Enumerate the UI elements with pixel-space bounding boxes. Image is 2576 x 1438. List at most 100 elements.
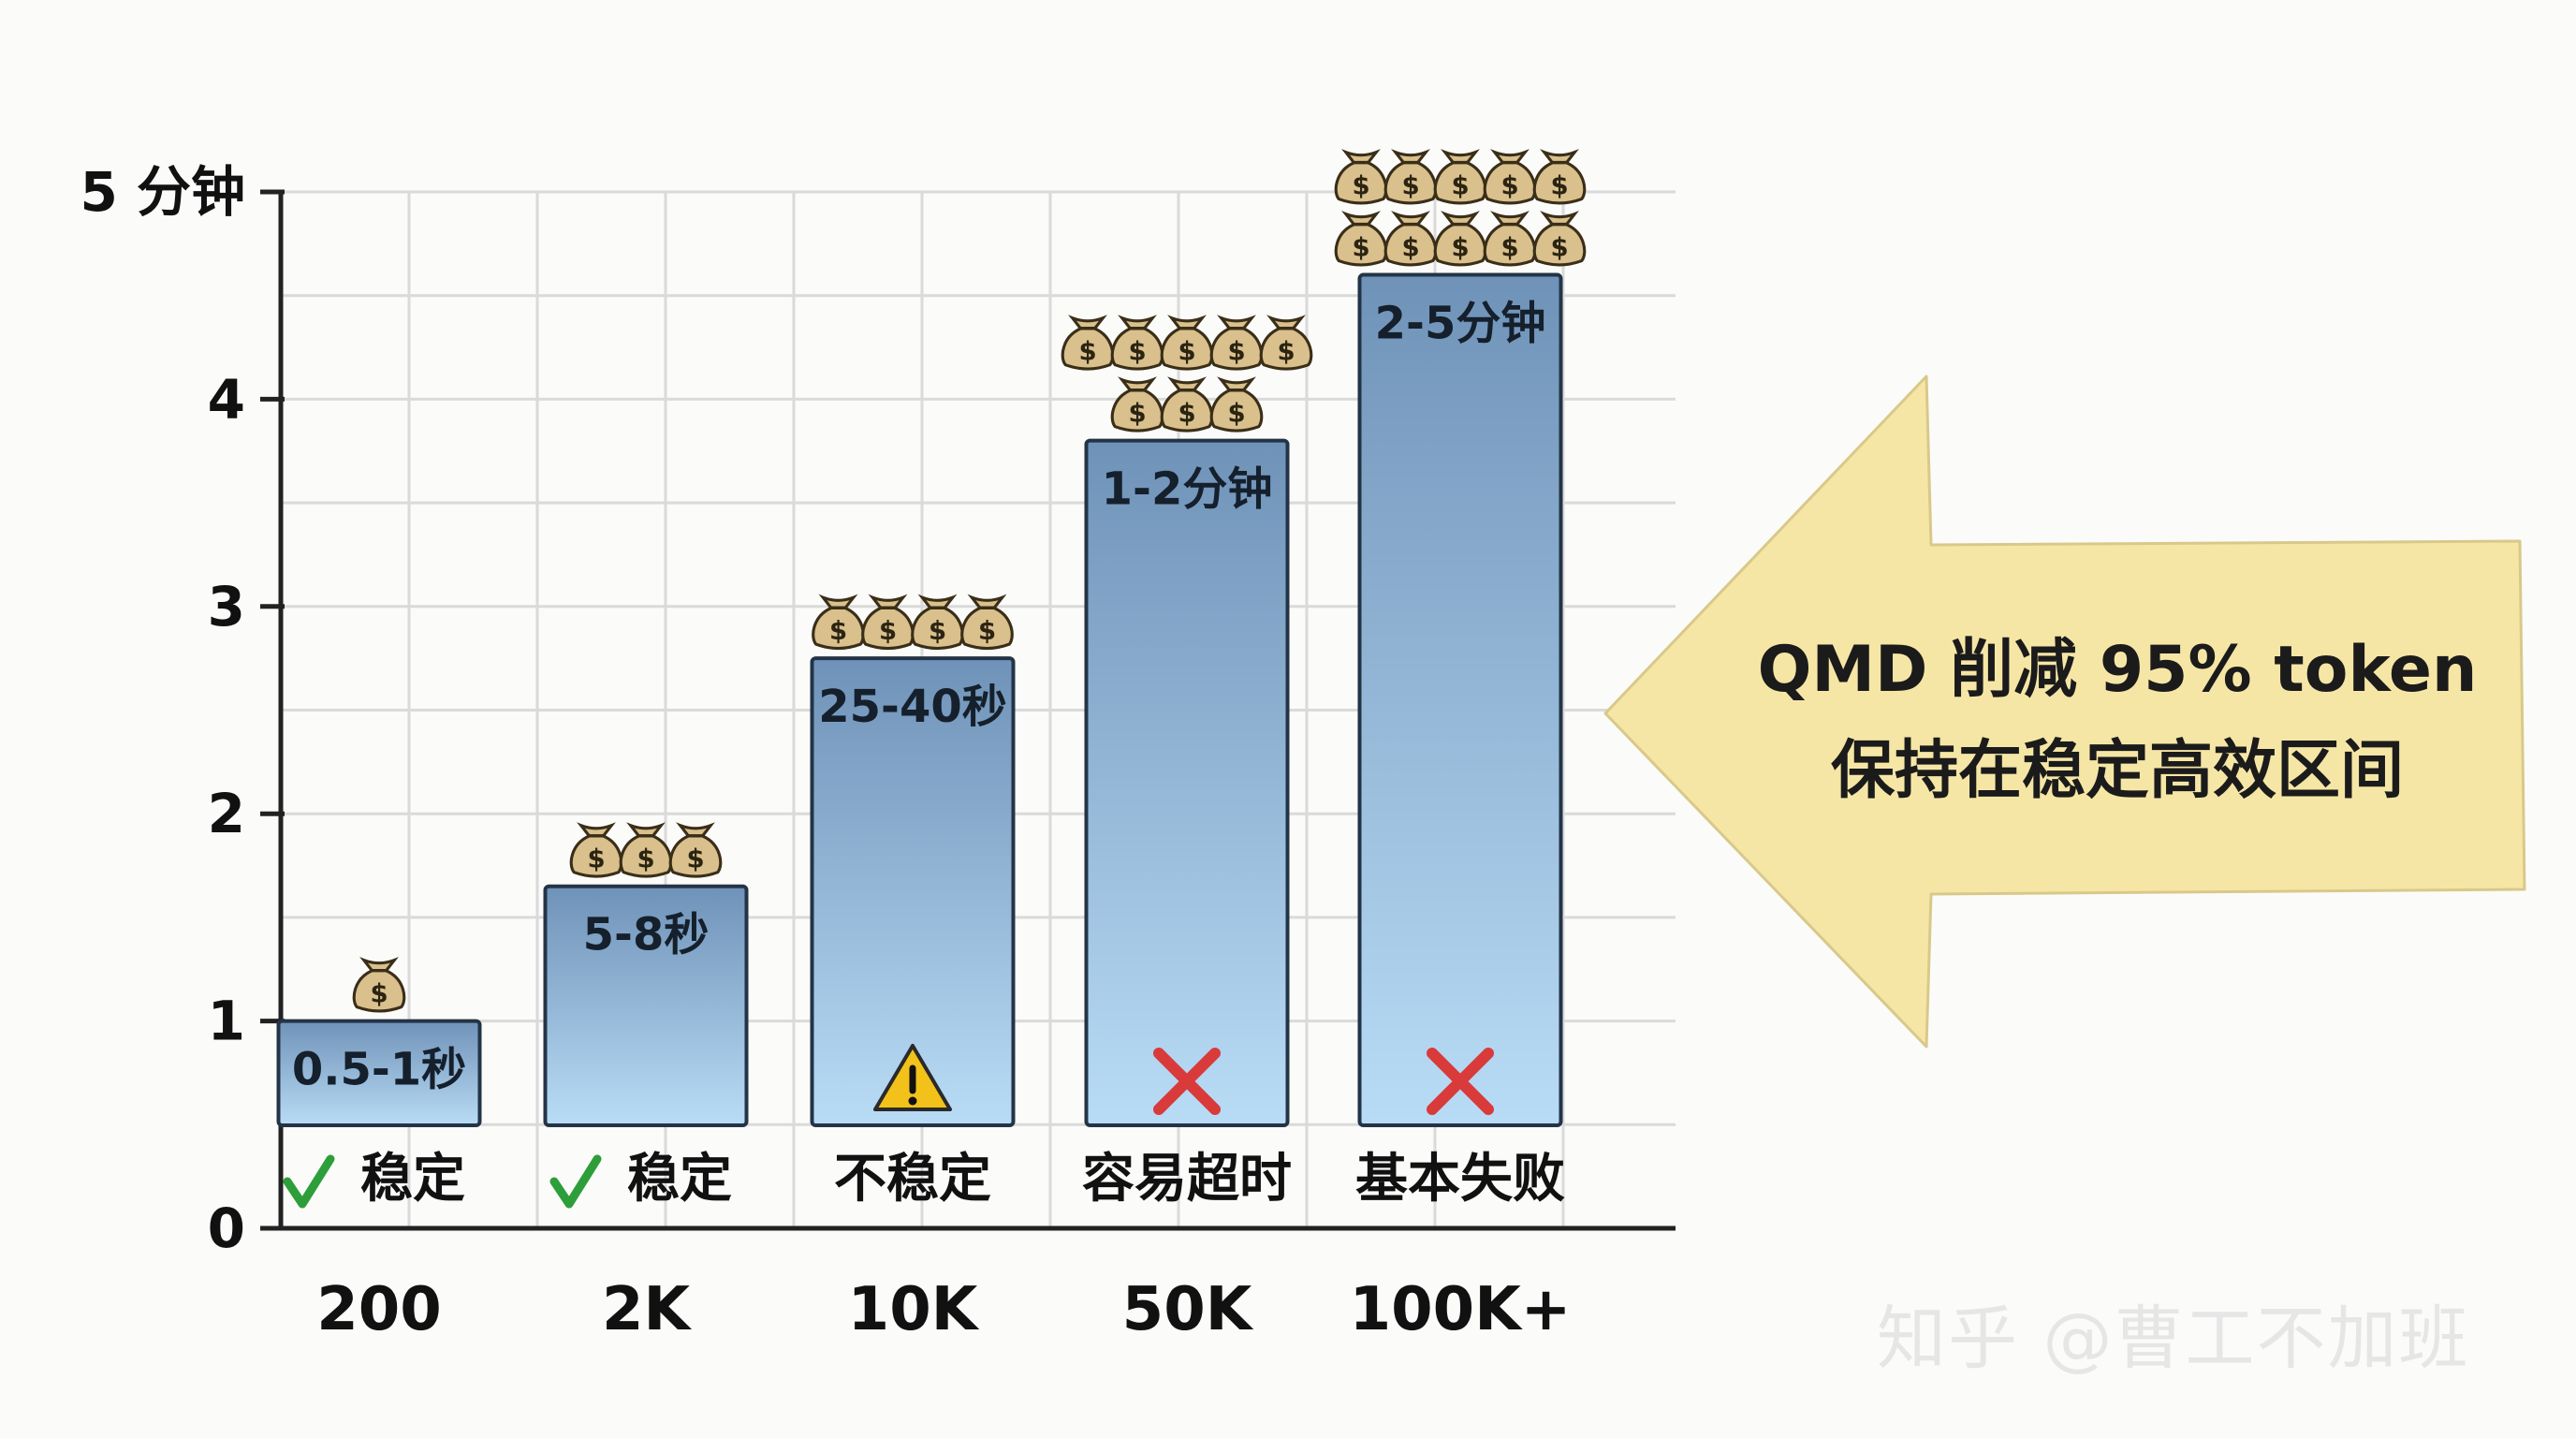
dollar-sign: $ — [1352, 233, 1369, 263]
y-tick-label: 0 — [208, 1196, 245, 1260]
dollar-sign: $ — [637, 844, 654, 874]
bar-value-label: 1-2分钟 — [1102, 463, 1273, 516]
x-tick-label: 10K — [848, 1275, 980, 1344]
dollar-sign: $ — [1227, 337, 1245, 367]
status-label: 稳定 — [360, 1149, 465, 1210]
status-label: 不稳定 — [834, 1149, 991, 1210]
bag-body — [352, 969, 406, 1013]
bag-body — [1061, 327, 1115, 371]
bar — [810, 656, 1016, 1128]
cross-icon — [1153, 1048, 1221, 1115]
dollar-sign: $ — [587, 844, 605, 874]
bag-body — [1334, 223, 1388, 267]
dollar-sign: $ — [1401, 233, 1419, 263]
bag-body — [1160, 327, 1214, 371]
dollar-sign: $ — [1277, 337, 1295, 367]
warning-dot — [908, 1096, 917, 1106]
bag-body — [960, 606, 1014, 651]
money-bag-icon: $ — [668, 822, 723, 878]
status-label: 基本失败 — [1355, 1149, 1565, 1210]
dollar-sign: $ — [929, 616, 946, 646]
axes: 0 1 2 3 4 5 分钟 200 2K 10K 50K 100K+ — [80, 160, 1676, 1344]
bag-body — [619, 834, 673, 878]
dollar-sign: $ — [1178, 337, 1195, 367]
money-bag-icon: $ — [1110, 376, 1164, 433]
bag-body — [1383, 223, 1438, 267]
money-bag-icon: $ — [1209, 376, 1264, 433]
bag-body — [668, 834, 723, 878]
money-bag-icon: $ — [1334, 211, 1388, 267]
dollar-sign: $ — [1352, 171, 1369, 201]
bag-body — [911, 606, 964, 651]
bag-body — [1209, 389, 1264, 433]
dollar-sign: $ — [978, 616, 996, 646]
money-bag-icon: $ — [569, 822, 623, 878]
x-tick-label: 200 — [316, 1275, 442, 1344]
bars: 0.5-1秒 $ 稳定 5-8秒 $ $ $ 稳定 25-40秒 $ $ $ $ 不稳定 1-2分钟 $ $ $ $… — [276, 149, 1587, 1210]
dollar-sign: $ — [1178, 399, 1195, 429]
money-bag-icon: $ — [861, 594, 915, 651]
money-bag-icon: $ — [1383, 149, 1438, 205]
bag-body — [1160, 389, 1214, 433]
money-bag-icon: $ — [812, 594, 865, 651]
y-tick-label: 5 分钟 — [80, 160, 245, 224]
bag-body — [1110, 389, 1164, 433]
x-tick-label: 50K — [1122, 1275, 1254, 1344]
money-bag-icon: $ — [911, 594, 964, 651]
status-label: 容易超时 — [1082, 1149, 1292, 1210]
bag-body — [569, 834, 623, 878]
y-tick-label: 3 — [208, 575, 245, 638]
money-bag-icon: $ — [1110, 315, 1164, 371]
bag-body — [812, 606, 865, 651]
bag-body — [1433, 161, 1487, 205]
dollar-sign: $ — [1227, 399, 1245, 429]
x-tick-label: 100K+ — [1350, 1275, 1572, 1344]
dollar-sign: $ — [1451, 233, 1469, 263]
bag-body — [1532, 223, 1587, 267]
money-bag-icon: $ — [1061, 315, 1115, 371]
warning-icon — [873, 1044, 952, 1111]
cross-icon — [1427, 1048, 1494, 1115]
arrow-shape — [1603, 374, 2526, 1049]
money-bag-icon: $ — [1209, 315, 1264, 371]
bar — [543, 884, 749, 1127]
dollar-sign: $ — [370, 979, 388, 1009]
money-bag-icon: $ — [1483, 149, 1537, 205]
money-bag-icon: $ — [1259, 315, 1313, 371]
y-tick-label: 4 — [208, 367, 245, 431]
bar-value-label: 0.5-1秒 — [292, 1044, 466, 1096]
cross-stroke — [1427, 1048, 1494, 1115]
y-tick-label: 2 — [208, 782, 245, 845]
money-bag-icon: $ — [1532, 211, 1587, 267]
bag-body — [1110, 327, 1164, 371]
money-bag-icon: $ — [1160, 315, 1214, 371]
money-bag-icon: $ — [960, 594, 1014, 651]
dollar-sign: $ — [1078, 337, 1096, 367]
bag-body — [1483, 223, 1537, 267]
dollar-sign: $ — [1401, 171, 1419, 201]
callout-arrow: QMD 削减 95% token 保持在稳定高效区间 — [1603, 374, 2526, 1049]
money-bag-icon: $ — [1483, 211, 1537, 267]
callout-line-1: QMD 削减 95% token — [1758, 633, 2478, 707]
status-label: 稳定 — [627, 1149, 732, 1210]
dollar-sign: $ — [686, 844, 704, 874]
bag-body — [1433, 223, 1487, 267]
dollar-sign: $ — [1128, 399, 1146, 429]
bag-body — [861, 606, 915, 651]
bag-body — [1483, 161, 1537, 205]
callout-line-2: 保持在稳定高效区间 — [1831, 734, 2404, 808]
dollar-sign: $ — [1500, 233, 1518, 263]
money-bag-icon: $ — [1160, 376, 1214, 433]
money-bag-icon: $ — [1433, 149, 1487, 205]
bag-body — [1209, 327, 1264, 371]
bar — [1357, 272, 1563, 1127]
bag-body — [1334, 161, 1388, 205]
bar — [276, 1019, 482, 1127]
y-tick-label: 1 — [208, 990, 245, 1053]
check-icon — [283, 1154, 335, 1209]
watermark: 知乎 @曹工不加班 — [1877, 1299, 2470, 1379]
dollar-sign: $ — [1128, 337, 1146, 367]
bar-value-label: 2-5分钟 — [1375, 298, 1546, 350]
check-icon — [549, 1154, 602, 1209]
